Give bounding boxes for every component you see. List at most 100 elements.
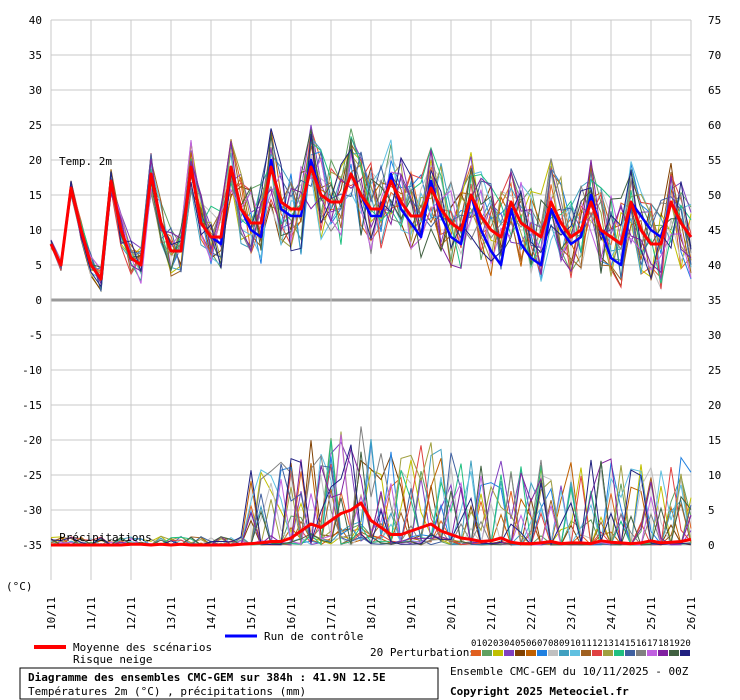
- y-left-tick-label: -10: [22, 364, 42, 377]
- perturbation-legend-id: 04: [504, 639, 515, 649]
- grid: [50, 19, 692, 580]
- perturbation-legend-id: 01: [471, 639, 482, 649]
- x-tick-label: 14/11: [205, 597, 218, 630]
- perturbation-legend-id: 20: [680, 639, 691, 649]
- y-left-tick-label: 0: [35, 294, 42, 307]
- perturbation-legend: 01 02 03 04 05 06 07 08 09 10 11 12 13 14 15 16 17 18 19 20: [471, 639, 691, 656]
- x-tick-label: 15/11: [245, 597, 258, 630]
- perturbation-legend-id: 08: [548, 639, 559, 649]
- perturbation-legend-swatch: [636, 650, 646, 656]
- main-series: [49, 158, 693, 547]
- perturbation-legend-swatch: [559, 650, 569, 656]
- perturbation-legend-swatch: [493, 650, 503, 656]
- y-right-tick-label: 60: [708, 119, 721, 132]
- left-axis: 40 35 30 25 20 15 10 5 0 -5 -10 -15 -20 -25 -30 -35: [22, 14, 42, 552]
- perturbation-legend-swatch: [548, 650, 558, 656]
- precip-mean-line: [51, 501, 692, 547]
- chart-title: Diagramme des ensembles CMC-GEM sur 384h…: [28, 671, 386, 684]
- y-left-tick-label: 10: [29, 224, 42, 237]
- perturbation-temp-line: [50, 129, 692, 274]
- y-right-tick-label: 65: [708, 84, 721, 97]
- perturbation-legend-id: 06: [526, 639, 537, 649]
- y-right-tick-label: 15: [708, 434, 721, 447]
- perturbation-legend-id: 03: [493, 639, 504, 649]
- perturbation-legend-id: 12: [592, 639, 603, 649]
- y-left-tick-label: 30: [29, 84, 42, 97]
- perturbation-legend-id: 16: [636, 639, 647, 649]
- y-right-tick-label: 30: [708, 329, 721, 342]
- x-tick-label: 22/11: [525, 597, 538, 630]
- x-tick-label: 26/11: [685, 597, 698, 630]
- legend-mean-label: Moyenne des scénarios: [73, 641, 212, 654]
- perturbation-legend-id: 05: [515, 639, 526, 649]
- copyright: Copyright 2025 Meteociel.fr: [450, 685, 629, 698]
- run-info: Ensemble CMC-GEM du 10/11/2025 - 00Z: [450, 665, 689, 678]
- y-right-tick-label: 75: [708, 14, 721, 27]
- perturbation-legend-swatch: [669, 650, 679, 656]
- perturbation-legend-id: 09: [559, 639, 570, 649]
- y-left-tick-label: 35: [29, 49, 42, 62]
- perturbation-legend-swatch: [614, 650, 624, 656]
- y-right-tick-label: 55: [708, 154, 721, 167]
- x-tick-label: 10/11: [45, 597, 58, 630]
- y-right-tick-label: 40: [708, 259, 721, 272]
- y-left-tick-label: 15: [29, 189, 42, 202]
- y-left-tick-label: 25: [29, 119, 42, 132]
- perturbation-legend-id: 18: [658, 639, 669, 649]
- perturbation-legend-swatch: [603, 650, 613, 656]
- perturbation-legend-swatch: [537, 650, 547, 656]
- x-tick-label: 23/11: [565, 597, 578, 630]
- perturbation-legend-id: 11: [581, 639, 592, 649]
- perturbation-legend-swatch: [592, 650, 602, 656]
- perturbation-legend-id: 13: [603, 639, 614, 649]
- y-left-tick-label: 5: [35, 259, 42, 272]
- temp-mean-line: [49, 165, 693, 281]
- perturbation-precip-line: [50, 459, 692, 546]
- y-left-tick-label: -15: [22, 399, 42, 412]
- perturbation-legend-swatch: [570, 650, 580, 656]
- perturbation-legend-swatch: [482, 650, 492, 656]
- x-tick-label: 11/11: [85, 597, 98, 630]
- perturbation-legend-swatch: [526, 650, 536, 656]
- x-tick-label: 12/11: [125, 597, 138, 630]
- y-right-tick-label: 70: [708, 49, 721, 62]
- perturbation-legend-id: 02: [482, 639, 493, 649]
- y-right-tick-label: 50: [708, 189, 721, 202]
- perturbation-legend-id: 07: [537, 639, 548, 649]
- x-tick-label: 21/11: [485, 597, 498, 630]
- y-left-tick-label: 40: [29, 14, 42, 27]
- x-tick-label: 20/11: [445, 597, 458, 630]
- perturbation-legend-id: 14: [614, 639, 625, 649]
- perturbation-legend-swatch: [515, 650, 525, 656]
- perturbation-legend-swatch: [658, 650, 668, 656]
- x-tick-label: 13/11: [165, 597, 178, 630]
- precip-panel-label: Précipitations: [59, 531, 152, 544]
- y-left-tick-label: 20: [29, 154, 42, 167]
- perturbation-legend-swatch: [625, 650, 635, 656]
- y-right-tick-label: 5: [708, 504, 715, 517]
- perturbation-legend-id: 19: [669, 639, 680, 649]
- unit-label: (°C): [6, 580, 33, 593]
- legend-control-label: Run de contrôle: [264, 630, 363, 643]
- legend: Moyenne des scénarios Risque neige Run d…: [34, 630, 691, 666]
- perturbation-legend-id: 10: [570, 639, 581, 649]
- x-tick-label: 24/11: [605, 597, 618, 630]
- perturbation-legend-swatch: [647, 650, 657, 656]
- legend-snow-label: Risque neige: [73, 653, 152, 666]
- y-right-tick-label: 20: [708, 399, 721, 412]
- x-tick-label: 17/11: [325, 597, 338, 630]
- y-right-tick-label: 0: [708, 539, 715, 552]
- x-tick-label: 19/11: [405, 597, 418, 630]
- perturbation-legend-swatch: [471, 650, 481, 656]
- x-axis: 10/11 11/11 12/11 13/11 14/11 15/11 16/11 17/11…: [45, 597, 698, 630]
- title-box: [19, 667, 439, 700]
- perturbation-legend-id: 17: [647, 639, 658, 649]
- perturbation-legend-id: 15: [625, 639, 636, 649]
- perturbation-legend-swatch: [680, 650, 690, 656]
- y-left-tick-label: -30: [22, 504, 42, 517]
- y-right-tick-label: 10: [708, 469, 721, 482]
- x-tick-label: 25/11: [645, 597, 658, 630]
- y-left-tick-label: -20: [22, 434, 42, 447]
